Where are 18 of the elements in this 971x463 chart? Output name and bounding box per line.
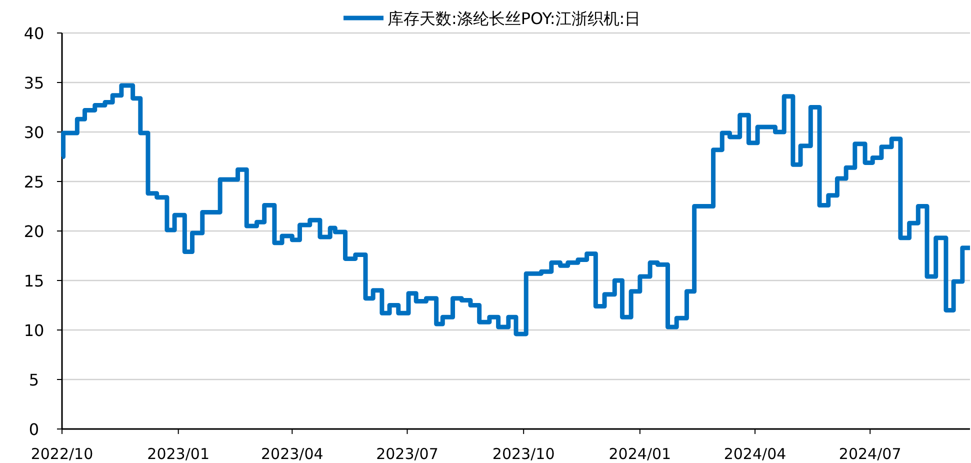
x-tick-label: 2022/10	[30, 445, 94, 463]
y-tick-label: 35	[24, 74, 44, 92]
x-tick-label: 2023/10	[492, 445, 555, 463]
x-tick-label: 2023/04	[260, 445, 324, 463]
y-tick-label: 30	[24, 123, 44, 142]
y-tick-label: 40	[24, 24, 44, 43]
x-tick-label: 2023/01	[147, 445, 210, 463]
x-tick-label: 2024/04	[724, 445, 786, 463]
y-tick-label: 15	[24, 272, 44, 290]
y-tick-label: 5	[28, 370, 40, 390]
y-tick-label: 20	[24, 222, 44, 241]
legend-label: 库存天数:涤纶长丝POY:江浙织机:日	[388, 9, 641, 28]
x-tick-label: 2024/01	[608, 445, 672, 463]
y-tick-label: 25	[24, 172, 44, 192]
x-tick-label: 2023/07	[376, 445, 438, 463]
y-tick-label: 0	[28, 420, 40, 439]
y-tick-label: 10	[24, 321, 44, 340]
x-tick-label: 2024/07	[838, 445, 902, 463]
